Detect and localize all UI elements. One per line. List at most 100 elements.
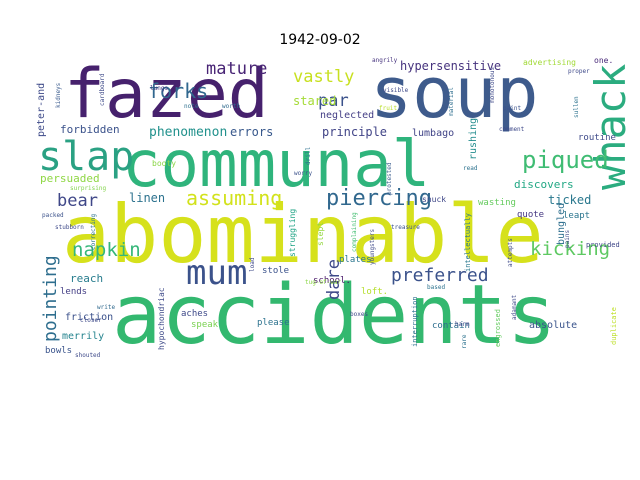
- word-39: merrily: [62, 331, 104, 342]
- word-42: plates: [339, 255, 372, 265]
- word-13: vastly: [293, 67, 354, 87]
- word-12: mature: [206, 59, 267, 79]
- word-62: duplicate: [610, 307, 618, 345]
- word-7: mum: [186, 253, 247, 293]
- word-36: bungled: [556, 203, 567, 245]
- word-24: errors: [230, 125, 273, 139]
- word-16: pointing: [40, 255, 61, 342]
- word-74: correcting: [90, 213, 97, 250]
- word-102: drill: [305, 147, 312, 165]
- word-95: adamant: [511, 294, 518, 320]
- word-28: ticked: [548, 193, 591, 207]
- word-56: hypochondriac: [157, 287, 166, 350]
- word-46: speak: [191, 320, 219, 330]
- word-84: visible: [383, 87, 409, 94]
- word-90: comment: [499, 126, 525, 133]
- word-51: wasting: [478, 198, 516, 208]
- chart-title: 1942-09-02: [279, 32, 361, 48]
- word-96: attempts: [507, 238, 514, 267]
- word-48: routine: [578, 133, 616, 143]
- word-88: proper: [568, 68, 590, 75]
- word-40: bowls: [45, 346, 72, 356]
- word-34: lumbago: [412, 128, 454, 139]
- word-72: write: [97, 304, 115, 311]
- word-22: hypersensitive: [400, 59, 501, 73]
- word-3: soup: [370, 52, 539, 134]
- word-64: provided: [586, 241, 620, 249]
- word-47: contain: [432, 321, 470, 331]
- word-58: advertising: [523, 58, 576, 67]
- word-50: leapt: [563, 211, 590, 221]
- word-6: slap: [38, 134, 134, 180]
- word-99: tug-of-war: [305, 279, 342, 286]
- word-23: phenomenon: [149, 125, 227, 140]
- word-0: accidents: [112, 268, 556, 363]
- word-17: preferred: [391, 265, 489, 286]
- word-41: lends: [60, 287, 87, 297]
- word-91: read: [463, 165, 478, 172]
- word-18: bear: [57, 191, 98, 211]
- word-71: shouted: [75, 352, 101, 359]
- word-29: reach: [70, 272, 103, 285]
- word-1: abominable: [62, 188, 544, 281]
- word-67: treasure: [391, 224, 420, 231]
- word-93: pains: [564, 230, 571, 248]
- word-55: struggling: [288, 209, 297, 257]
- word-52: stole: [262, 266, 289, 276]
- word-38: friction: [65, 312, 113, 323]
- word-86: material: [448, 87, 455, 116]
- word-43: school.: [313, 276, 351, 286]
- word-87: monotonous: [489, 66, 496, 103]
- word-14: kicking: [530, 238, 610, 260]
- word-81: note: [184, 103, 199, 110]
- word-77: surprising: [70, 185, 107, 192]
- word-25: principle: [322, 125, 387, 139]
- word-94: rare: [461, 334, 468, 349]
- word-35: rushing: [468, 118, 479, 160]
- word-83: angrily: [372, 57, 398, 64]
- word-11: forks: [148, 79, 208, 103]
- word-54: slept: [316, 222, 325, 246]
- word-33: neglected: [320, 110, 374, 121]
- word-57: booty: [152, 159, 176, 168]
- word-61: intellectually: [464, 213, 472, 272]
- word-31: persuaded: [40, 172, 100, 185]
- word-65: interruption: [411, 296, 419, 347]
- word-79: cardboard: [99, 73, 106, 106]
- word-66: harm: [455, 321, 470, 328]
- word-44: aches: [181, 309, 208, 319]
- word-27: linen: [129, 191, 165, 205]
- word-89: sullen: [573, 96, 580, 118]
- word-30: discovers: [514, 178, 574, 191]
- word-73: closer: [80, 317, 102, 324]
- word-100: load: [249, 257, 256, 272]
- word-98: boxes: [350, 311, 368, 318]
- word-45: please: [257, 318, 290, 328]
- word-19: dare: [324, 259, 344, 300]
- word-78: kidneys: [55, 82, 62, 108]
- word-5: whack: [586, 64, 635, 190]
- word-21: stared: [293, 94, 336, 108]
- word-82: worth: [222, 103, 240, 110]
- word-68: youngsters: [369, 228, 376, 265]
- word-8: piercing: [326, 186, 432, 211]
- word-15: napkin: [72, 239, 141, 261]
- word-32: peter-and: [36, 83, 47, 137]
- word-75: stubborn: [55, 224, 84, 231]
- word-80: lungs: [150, 85, 168, 92]
- word-20: par: [318, 91, 349, 111]
- word-9: piqued: [522, 146, 609, 174]
- word-2: communal: [122, 128, 430, 202]
- word-97: based: [427, 284, 445, 291]
- word-63: engrossed: [494, 309, 502, 347]
- word-37: absolute: [529, 320, 577, 331]
- word-26: forbidden: [60, 123, 120, 136]
- word-69: complaining: [351, 212, 358, 252]
- word-76: packed: [42, 212, 64, 219]
- word-101: worry: [294, 170, 312, 177]
- word-10: assuming: [186, 186, 282, 210]
- word-60: snuck: [422, 195, 446, 204]
- word-49: quote: [517, 210, 544, 220]
- word-92: paint: [503, 105, 521, 112]
